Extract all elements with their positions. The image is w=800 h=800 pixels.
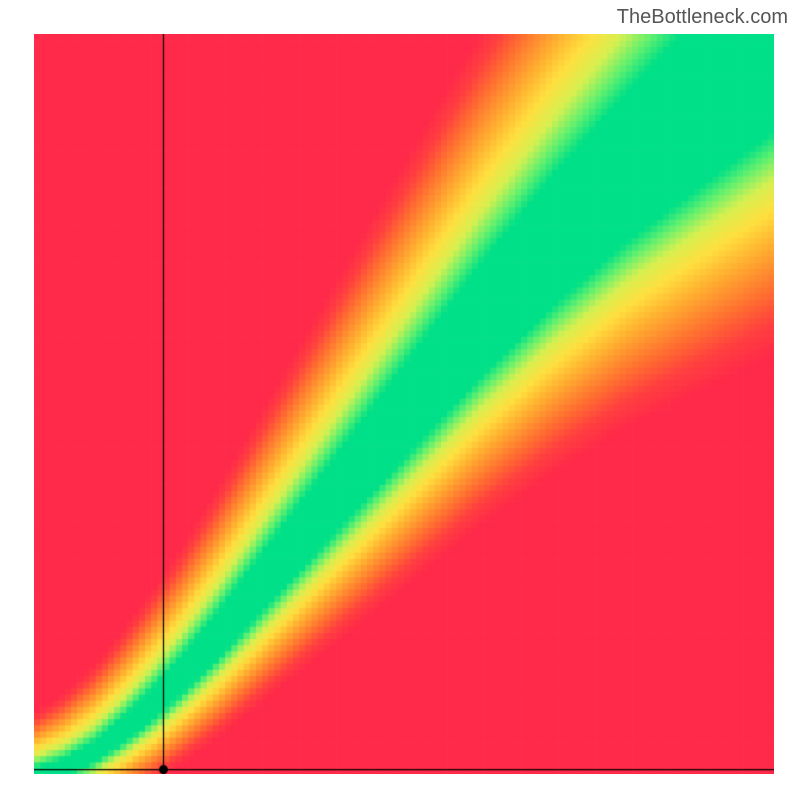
watermark-text: TheBottleneck.com [617, 6, 788, 29]
chart-container: TheBottleneck.com [0, 0, 800, 800]
bottleneck-heatmap [34, 34, 774, 774]
